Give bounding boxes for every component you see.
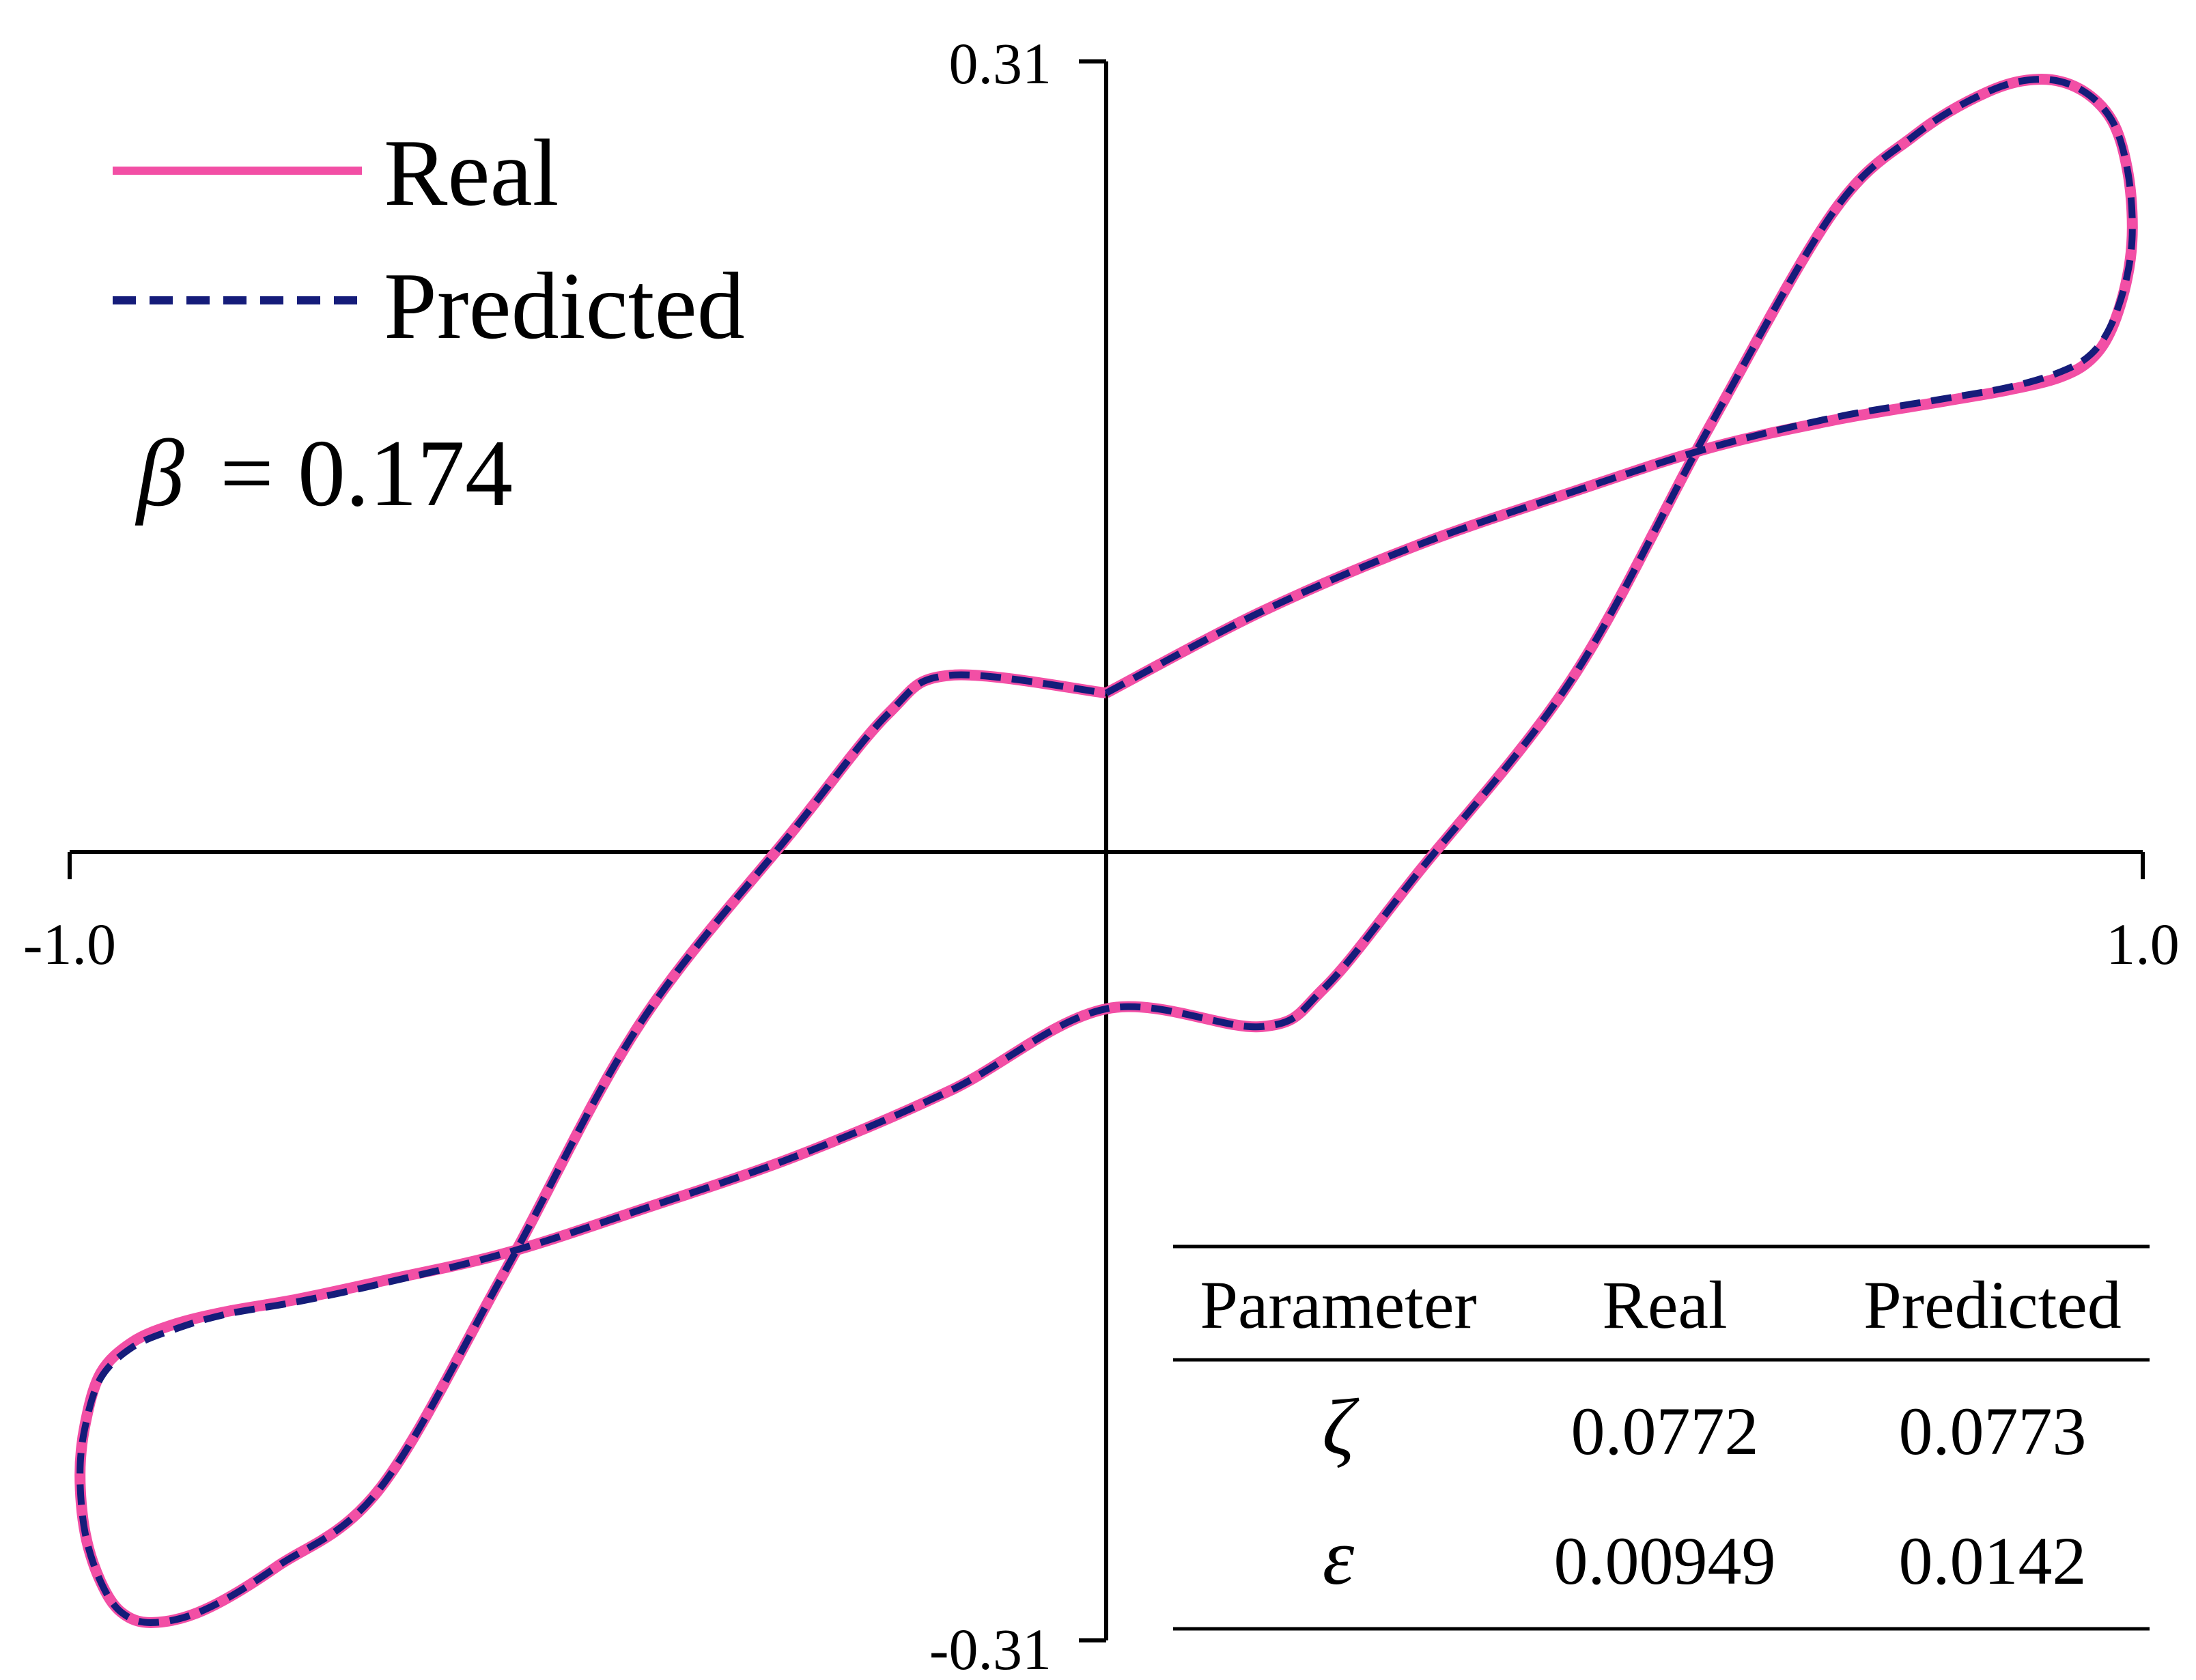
table-row-zeta-predicted: 0.0773: [1899, 1393, 2087, 1469]
legend-label-real: Real: [384, 120, 559, 226]
table-row-zeta-real: 0.0772: [1571, 1393, 1759, 1469]
table-header-real: Real: [1602, 1267, 1727, 1343]
series-line-predicted: [76, 76, 2136, 1626]
beta-annotation: β = 0.174: [135, 421, 513, 526]
table-header-parameter: Parameter: [1200, 1267, 1476, 1343]
legend-label-predicted: Predicted: [384, 253, 745, 359]
table-header-predicted: Predicted: [1863, 1267, 2122, 1343]
table-row-zeta-parameter: ζ: [1322, 1382, 1360, 1472]
parameter-table: Parameter Real Predicted ζ 0.0772 0.0773…: [1173, 1244, 2150, 1631]
y-tick-label-min: -0.31: [929, 1617, 1052, 1680]
y-tick-label-max: 0.31: [949, 31, 1052, 96]
axes: [68, 59, 2145, 1642]
x-tick-label-max: 1.0: [2106, 911, 2180, 977]
table-row-epsilon-real: 0.00949: [1554, 1523, 1776, 1599]
legend: Real Predicted: [113, 120, 745, 359]
beta-value: = 0.174: [220, 421, 513, 526]
x-tick-label-min: -1.0: [23, 911, 116, 977]
table-row-epsilon-predicted: 0.0142: [1899, 1523, 2087, 1599]
table-row-epsilon-parameter: ε: [1323, 1512, 1355, 1601]
beta-symbol: β: [135, 421, 184, 526]
